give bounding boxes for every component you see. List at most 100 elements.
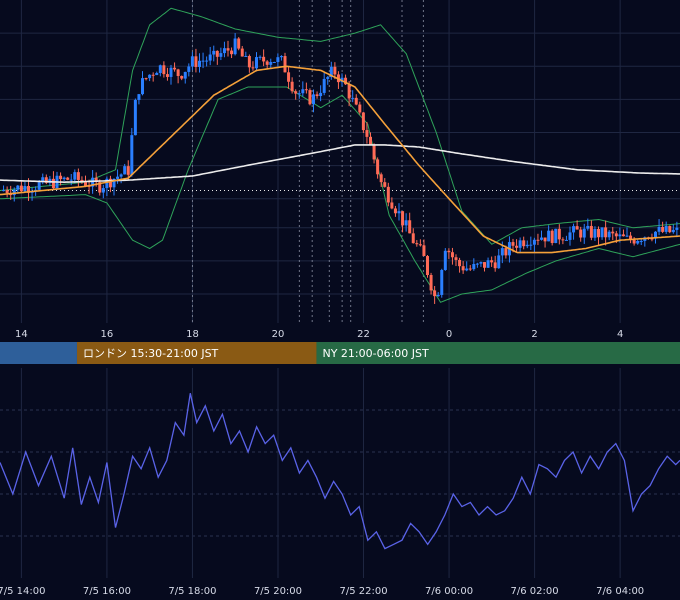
candle-body (426, 256, 430, 276)
candle-body (151, 74, 155, 76)
candle-body (333, 66, 337, 75)
candle-body (59, 175, 63, 180)
candle-body (101, 188, 105, 193)
candle-body (27, 185, 31, 193)
candle-body (230, 50, 234, 55)
candle-body (240, 48, 244, 57)
candle-body (461, 266, 465, 271)
candle-body (661, 226, 665, 232)
oscillator-x-tick-label: 7/5 16:00 (83, 586, 131, 597)
candle-body (12, 189, 16, 196)
candle-body (390, 202, 394, 209)
candle-body (522, 240, 526, 247)
candle-body (586, 225, 590, 229)
session-segment (0, 342, 77, 364)
oscillator-line (0, 393, 680, 550)
candle-body (215, 50, 219, 57)
oscillator-x-tick-label: 7/5 22:00 (339, 586, 387, 597)
candle-body (376, 159, 380, 175)
candle-body (212, 50, 216, 55)
candle-body (525, 244, 529, 247)
candle-body (664, 225, 668, 232)
candle-body (158, 65, 162, 73)
bollinger-lower-line (0, 86, 680, 303)
candle-body (518, 240, 522, 248)
candle-body (418, 244, 422, 246)
candle-body (497, 255, 501, 269)
candle-body (123, 166, 127, 175)
candle-body (269, 62, 273, 65)
candle-body (194, 56, 198, 67)
candle-body (614, 233, 618, 237)
candle-body (233, 38, 237, 55)
candle-body (329, 66, 333, 78)
candle-body (265, 61, 269, 65)
candle-body (500, 248, 504, 256)
candle-body (247, 55, 251, 68)
candle-body (490, 260, 494, 263)
candle-body (621, 234, 625, 237)
candle-body (51, 178, 55, 189)
candle-body (144, 78, 148, 80)
candle-body (401, 211, 405, 226)
candle-body (347, 84, 351, 99)
candle-body (126, 166, 130, 175)
candle-body (636, 241, 640, 244)
candle-body (582, 228, 586, 238)
candle-body (98, 182, 102, 193)
candle-body (66, 177, 70, 180)
candle-body (16, 185, 20, 190)
candle-body (422, 245, 426, 257)
oscillator-chart (0, 368, 680, 578)
candle-body (116, 176, 120, 179)
candle-body (205, 60, 209, 62)
price-x-tick-label: 16 (101, 329, 114, 340)
candle-body (105, 178, 109, 189)
candle-body (141, 78, 145, 95)
candle-body (454, 257, 458, 260)
candle-body (547, 230, 551, 242)
candle-body (201, 60, 205, 62)
candle-body (62, 177, 66, 180)
candle-body (5, 190, 9, 194)
oscillator-x-tick-label: 7/6 02:00 (511, 586, 559, 597)
session-label: NY 21:00-06:00 JST (322, 347, 429, 360)
candle-body (91, 177, 95, 187)
candle-body (575, 226, 579, 230)
oscillator-x-axis: 7/5 14:00 7/5 16:00 7/5 18:00 7/5 20:00 7/5 … (0, 586, 644, 597)
candle-body (137, 94, 141, 100)
candle-body (397, 211, 401, 214)
candle-body (226, 48, 230, 51)
candle-body (290, 81, 294, 92)
candle-body (112, 178, 116, 188)
candle-body (415, 243, 419, 245)
price-x-tick-label: 14 (15, 329, 28, 340)
candle-body (155, 72, 159, 76)
candle-body (319, 92, 323, 97)
candle-body (94, 177, 98, 183)
candle-body (543, 237, 547, 242)
candle-body (369, 136, 373, 145)
candle-body (169, 67, 173, 77)
oscillator-x-tick-label: 7/6 04:00 (596, 586, 644, 597)
price-x-tick-label: 20 (272, 329, 285, 340)
candle-body (312, 94, 316, 105)
candle-body (675, 227, 679, 230)
candle-body (593, 229, 597, 238)
candle-body (48, 178, 52, 183)
candle-body (657, 226, 661, 232)
candle-body (294, 91, 298, 94)
candle-body (2, 190, 6, 192)
candle-body (429, 275, 433, 291)
candle-body (475, 263, 479, 265)
oscillator-x-tick-label: 7/5 20:00 (254, 586, 302, 597)
candle-body (133, 99, 137, 136)
candle-body (493, 262, 497, 269)
candle-body (279, 56, 283, 58)
candle-body (483, 262, 487, 268)
candle-body (639, 240, 643, 242)
candle-body (654, 231, 658, 239)
